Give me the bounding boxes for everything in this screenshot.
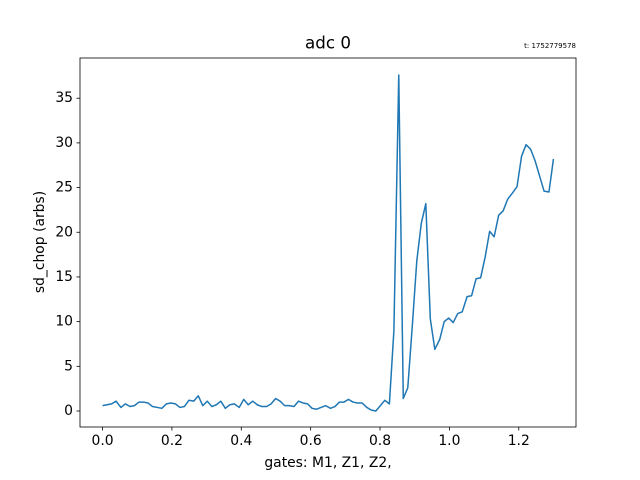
x-tick-label: 0.4 <box>230 433 252 449</box>
y-tick-label: 35 <box>55 90 73 106</box>
x-axis-label: gates: M1, Z1, Z2, <box>264 455 391 471</box>
y-tick-label: 0 <box>64 403 73 419</box>
annotation: t: 1752779578 <box>524 42 576 50</box>
chart-title: adc 0 <box>305 33 351 53</box>
line-series <box>102 74 555 412</box>
y-tick-label: 15 <box>55 269 73 285</box>
x-tick-label: 0.2 <box>161 433 183 449</box>
y-tick-label: 25 <box>55 180 73 196</box>
y-tick-label: 30 <box>55 135 73 151</box>
x-tick-label: 1.2 <box>508 433 530 449</box>
y-tick-label: 20 <box>55 224 73 240</box>
x-tick-label: 0.6 <box>300 433 322 449</box>
y-axis-label: sd_chop (arbs) <box>32 191 48 293</box>
x-tick-label: 1.0 <box>438 433 460 449</box>
x-tick-label: 0.8 <box>369 433 391 449</box>
y-tick-label: 5 <box>64 358 73 374</box>
x-tick-label: 0.0 <box>91 433 113 449</box>
plot-frame <box>79 57 577 428</box>
y-tick-label: 10 <box>55 314 73 330</box>
